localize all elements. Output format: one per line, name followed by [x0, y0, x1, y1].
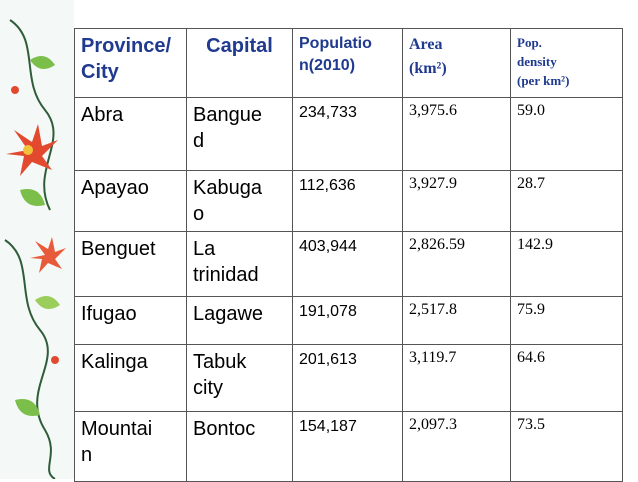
table-cell: La trinidad: [186, 231, 293, 297]
table-cell: 3,119.7: [402, 344, 511, 412]
cell-text: d: [193, 130, 205, 152]
table-row: Benguet La trinidad 403,944 2,826.59 142.9: [74, 231, 623, 297]
table-cell: 75.9: [510, 296, 623, 345]
table-cell: Tabuk city: [186, 344, 293, 412]
cell-text: Abra: [81, 104, 124, 126]
cell-text: 75.9: [517, 301, 545, 318]
table-cell: 2,826.59: [402, 231, 511, 297]
table-cell: 234,733: [292, 97, 403, 171]
cell-text: Kabuga: [193, 177, 262, 199]
cell-text: 59.0: [517, 102, 545, 119]
cell-text: 73.5: [517, 416, 545, 433]
table-cell: Kalinga: [74, 344, 187, 412]
cell-text: o: [193, 203, 205, 225]
cell-text: (per km²): [517, 73, 570, 88]
table-cell: Apayao: [74, 170, 187, 232]
cell-text: 2,826.59: [409, 236, 465, 253]
cell-text: Capital: [206, 35, 273, 57]
table-row: Apayao Kabuga o 112,636 3,927.9 28.7: [74, 170, 623, 232]
table-cell: Kabuga o: [186, 170, 293, 232]
cell-text: 112,636: [299, 177, 356, 194]
table-row: Mountai n Bontoc 154,187 2,097.3 73.5: [74, 411, 623, 482]
cell-text: n(2010): [299, 57, 356, 74]
cell-text: 403,944: [299, 238, 357, 255]
cell-text: Lagawe: [193, 303, 264, 325]
table-cell: Bontoc: [186, 411, 293, 482]
table-cell: Mountai n: [74, 411, 187, 482]
table-cell: 2,517.8: [402, 296, 511, 345]
cell-text: (km²): [409, 60, 447, 77]
table-cell: 191,078: [292, 296, 403, 345]
table-cell: 201,613: [292, 344, 403, 412]
table-cell: Benguet: [74, 231, 187, 297]
cell-text: 201,613: [299, 351, 357, 368]
cell-text: 3,927.9: [409, 175, 457, 192]
table-cell: 112,636: [292, 170, 403, 232]
header-row: Province/City Capital Populatio n(2010) Area…: [74, 28, 623, 98]
cell-text: La: [193, 238, 216, 260]
cell-text: 64.6: [517, 349, 545, 366]
cell-text: 154,187: [299, 418, 357, 435]
cell-text: trinidad: [193, 264, 259, 286]
header-cell: Province/City: [74, 28, 187, 98]
table-row: Abra Bangue d 234,733 3,975.6 59.0: [74, 97, 623, 171]
cell-text: Pop.: [517, 35, 542, 50]
cell-text: 234,733: [299, 104, 357, 121]
table-cell: 73.5: [510, 411, 623, 482]
header-cell: Area (km²): [402, 28, 511, 98]
cell-text: Ifugao: [81, 303, 137, 325]
header-cell: Populatio n(2010): [292, 28, 403, 98]
cell-text: n: [81, 444, 93, 466]
cell-text: 2,517.8: [409, 301, 457, 318]
cell-text: Tabuk: [193, 351, 247, 373]
cell-text: city: [193, 377, 223, 399]
cell-text: 2,097.3: [409, 416, 457, 433]
cell-text: 28.7: [517, 175, 545, 192]
table-cell: Ifugao: [74, 296, 187, 345]
cell-text: Apayao: [81, 177, 149, 199]
cell-text: Area: [409, 36, 443, 53]
table-cell: Bangue d: [186, 97, 293, 171]
cell-text: Province/: [81, 35, 172, 57]
cell-text: Kalinga: [81, 351, 148, 373]
table-cell: 3,927.9: [402, 170, 511, 232]
table-cell: 64.6: [510, 344, 623, 412]
header-cell: Capital: [186, 28, 293, 98]
table-cell: 3,975.6: [402, 97, 511, 171]
header-cell: Pop. density (per km²): [510, 28, 623, 98]
data-table: Province/City Capital Populatio n(2010) Area…: [74, 28, 623, 482]
cell-text: City: [81, 61, 119, 83]
cell-text: Bangue: [193, 104, 262, 126]
table-cell: 28.7: [510, 170, 623, 232]
table-row: Ifugao Lagawe 191,078 2,517.8 75.9: [74, 296, 623, 345]
cell-text: Bontoc: [193, 418, 256, 440]
cell-text: Mountai: [81, 418, 153, 440]
cell-text: 3,119.7: [409, 349, 457, 366]
table-cell: 59.0: [510, 97, 623, 171]
table-cell: Abra: [74, 97, 187, 171]
table-cell: 403,944: [292, 231, 403, 297]
table-cell: Lagawe: [186, 296, 293, 345]
cell-text: 191,078: [299, 303, 357, 320]
cell-text: 142.9: [517, 236, 553, 253]
cell-text: Populatio: [299, 35, 372, 52]
floral-decoration: [0, 0, 74, 479]
table-cell: 154,187: [292, 411, 403, 482]
cell-text: 3,975.6: [409, 102, 457, 119]
table-row: Kalinga Tabuk city 201,613 3,119.7 64.6: [74, 344, 623, 412]
table-cell: 142.9: [510, 231, 623, 297]
cell-text: Benguet: [81, 238, 156, 260]
cell-text: density: [517, 54, 557, 69]
table-cell: 2,097.3: [402, 411, 511, 482]
